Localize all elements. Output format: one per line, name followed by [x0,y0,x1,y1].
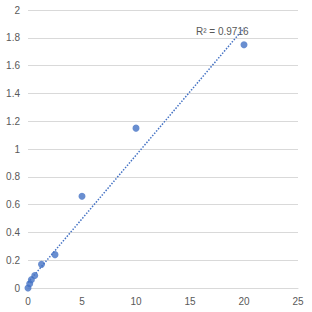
svg-text:2: 2 [14,5,20,16]
svg-text:0.6: 0.6 [6,199,20,210]
svg-text:25: 25 [292,296,304,307]
svg-text:15: 15 [184,296,196,307]
svg-text:10: 10 [130,296,142,307]
svg-text:0.8: 0.8 [6,171,20,182]
svg-text:0: 0 [14,283,20,294]
svg-text:1.8: 1.8 [6,32,20,43]
svg-text:1: 1 [14,144,20,155]
svg-text:1.4: 1.4 [6,88,20,99]
svg-text:20: 20 [238,296,250,307]
svg-text:0.2: 0.2 [6,255,20,266]
svg-text:1.6: 1.6 [6,60,20,71]
svg-text:5: 5 [79,296,85,307]
svg-text:0: 0 [25,296,31,307]
svg-text:0.4: 0.4 [6,227,20,238]
svg-text:1.2: 1.2 [6,116,20,127]
svg-text:R² = 0.9716: R² = 0.9716 [196,26,249,37]
